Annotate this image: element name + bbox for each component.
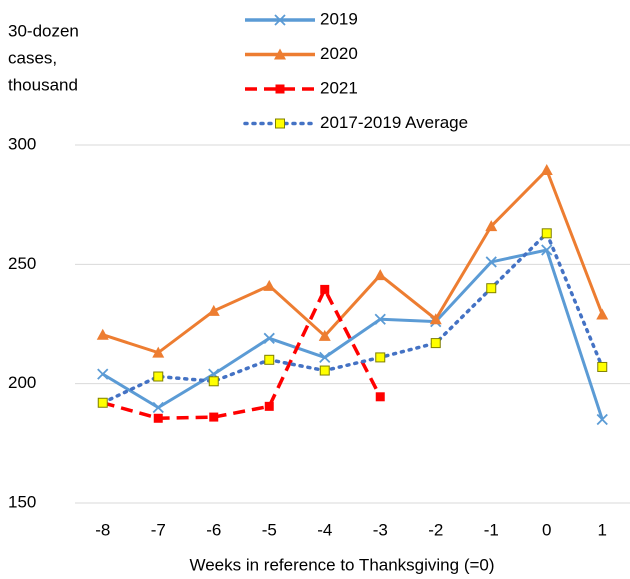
data-point [319,351,331,364]
data-point [264,354,275,365]
y-axis-label: cases, [8,48,57,67]
data-point [152,401,164,414]
x-tick-label: 0 [542,520,551,539]
legend-marker [274,48,286,60]
data-point [97,397,108,408]
data-point [541,228,552,239]
data-point [152,346,165,358]
data-point [207,304,220,316]
data-point [153,413,163,423]
data-point [486,283,497,294]
data-point [209,412,219,422]
x-tick-label: -3 [373,520,388,539]
legend-label: 2020 [320,44,358,63]
data-point [375,392,385,402]
x-tick-label: -2 [428,520,443,539]
data-point [596,308,609,320]
x-axis-label: Weeks in reference to Thanksgiving (=0) [189,555,494,574]
x-tick-label: 1 [598,520,607,539]
data-point [319,365,330,376]
y-axis-label: 30-dozen [8,21,79,40]
series-line [101,248,604,420]
x-tick-label: -5 [262,520,277,539]
data-point [540,164,553,176]
data-point [263,279,276,291]
legend-label: 2019 [320,9,358,28]
y-tick-label: 300 [8,134,36,153]
series-line [101,230,604,405]
x-tick-label: -4 [317,520,332,539]
series-line [102,167,604,355]
data-point [208,376,219,387]
data-point [485,220,498,232]
legend-marker [275,118,285,129]
y-tick-label: 250 [8,254,36,273]
data-point [596,413,608,426]
data-point [263,332,275,344]
data-point [96,328,109,340]
data-point [264,401,274,411]
data-point [97,368,109,380]
y-axis-label: thousand [8,75,78,94]
data-point [374,269,387,281]
data-point [485,256,497,268]
series-line [102,285,382,421]
legend-marker [275,84,285,94]
data-point [153,371,164,382]
x-tick-label: -1 [484,520,499,539]
data-point [320,284,330,294]
legend-marker [274,14,286,26]
x-tick-label: -7 [151,520,166,539]
data-point [429,313,442,325]
data-point [430,338,441,349]
y-tick-label: 200 [8,373,36,392]
data-point [541,244,553,256]
x-tick-label: -6 [206,520,221,539]
data-point [597,361,608,372]
legend-label: 2021 [320,78,358,97]
data-point [375,352,386,363]
y-tick-label: 150 [8,492,36,511]
data-point [318,329,331,341]
x-tick-label: -8 [95,520,110,539]
legend-label: 2017-2019 Average [320,113,468,132]
data-point [374,313,386,325]
